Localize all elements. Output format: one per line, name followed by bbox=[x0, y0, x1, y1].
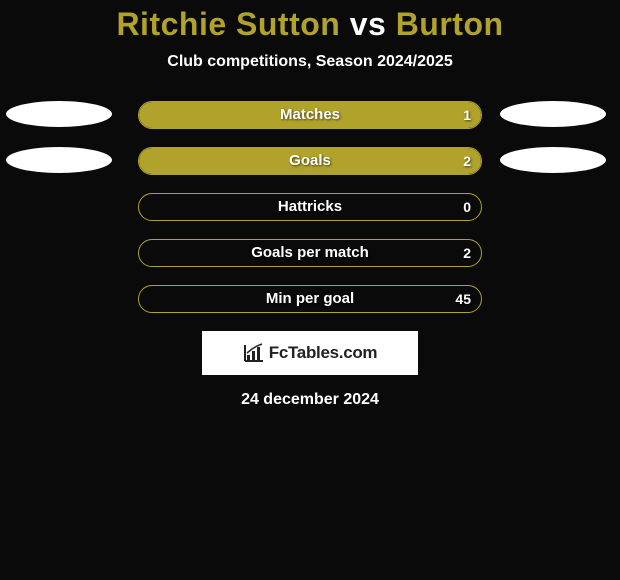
vs-text: vs bbox=[350, 6, 387, 42]
right-ellipse bbox=[500, 101, 606, 127]
stat-row: Goals2 bbox=[0, 147, 620, 175]
left-ellipse bbox=[6, 147, 112, 173]
stat-bar: Hattricks0 bbox=[138, 193, 482, 221]
page-title: Ritchie Sutton vs Burton bbox=[0, 6, 620, 43]
stat-value: 2 bbox=[463, 240, 471, 266]
stat-label: Goals bbox=[139, 148, 481, 174]
stat-bar: Matches1 bbox=[138, 101, 482, 129]
right-ellipse bbox=[500, 147, 606, 173]
brand-text: FcTables.com bbox=[269, 343, 378, 363]
snapshot-date: 24 december 2024 bbox=[0, 391, 620, 409]
left-ellipse bbox=[6, 101, 112, 127]
chart-icon bbox=[243, 343, 265, 363]
stat-label: Min per goal bbox=[139, 286, 481, 312]
stat-bar: Min per goal45 bbox=[138, 285, 482, 313]
player-name: Ritchie Sutton bbox=[116, 6, 340, 42]
stats-infographic: Ritchie Sutton vs Burton Club competitio… bbox=[0, 0, 620, 580]
stat-value: 1 bbox=[463, 102, 471, 128]
stat-row: Min per goal45 bbox=[0, 285, 620, 313]
stat-value: 0 bbox=[463, 194, 471, 220]
stat-row: Hattricks0 bbox=[0, 193, 620, 221]
stat-label: Goals per match bbox=[139, 240, 481, 266]
stat-row: Matches1 bbox=[0, 101, 620, 129]
stat-bar: Goals per match2 bbox=[138, 239, 482, 267]
stats-list: Matches1Goals2Hattricks0Goals per match2… bbox=[0, 101, 620, 313]
stat-row: Goals per match2 bbox=[0, 239, 620, 267]
brand-badge: FcTables.com bbox=[202, 331, 418, 375]
stat-label: Matches bbox=[139, 102, 481, 128]
stat-bar: Goals2 bbox=[138, 147, 482, 175]
stat-value: 2 bbox=[463, 148, 471, 174]
opponent-name: Burton bbox=[396, 6, 504, 42]
stat-value: 45 bbox=[455, 286, 471, 312]
subtitle: Club competitions, Season 2024/2025 bbox=[0, 53, 620, 71]
stat-label: Hattricks bbox=[139, 194, 481, 220]
